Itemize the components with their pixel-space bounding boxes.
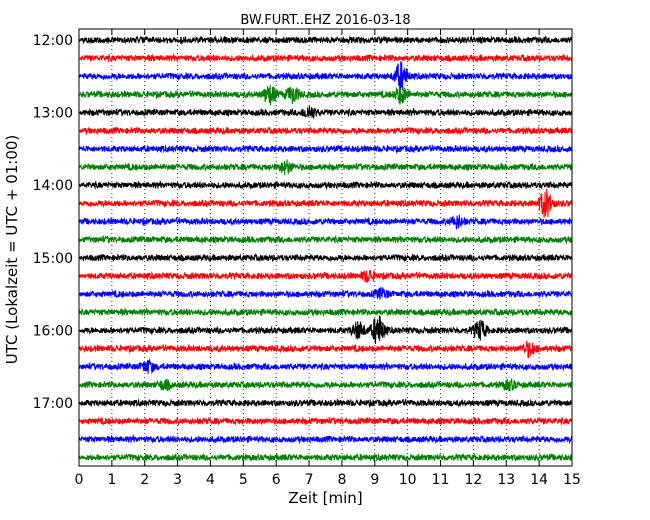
trace-1430 xyxy=(78,214,573,230)
trace-1330 xyxy=(78,144,573,154)
x-tick-label: 0 xyxy=(75,472,84,488)
x-tick-label: 2 xyxy=(140,472,149,488)
trace-1600 xyxy=(78,315,573,344)
y-tick-label: 12:00 xyxy=(33,33,73,49)
y-tick-label: 15:00 xyxy=(33,251,73,267)
trace-1515 xyxy=(78,269,573,283)
y-axis-ticks: 12:00 13:00 14:00 15:00 16:00 17:00 xyxy=(33,33,572,412)
trace-1645 xyxy=(78,378,573,392)
y-tick-label: 17:00 xyxy=(33,396,73,412)
trace-1345 xyxy=(78,159,573,176)
trace-1300 xyxy=(78,105,573,119)
y-tick-label: 16:00 xyxy=(33,323,73,339)
x-tick-label: 15 xyxy=(563,472,581,488)
trace-1200 xyxy=(78,34,573,46)
trace-1730 xyxy=(78,434,573,445)
x-tick-label: 14 xyxy=(530,472,548,488)
x-tick-label: 3 xyxy=(173,472,182,488)
trace-1215 xyxy=(78,52,573,64)
x-tick-label: 6 xyxy=(272,472,281,488)
x-tick-label: 7 xyxy=(305,472,314,488)
trace-1500 xyxy=(78,253,573,263)
y-axis-label: UTC (Lokalzeit = UTC + 01:00) xyxy=(3,135,21,365)
x-tick-label: 11 xyxy=(432,472,450,488)
trace-1715 xyxy=(78,416,573,426)
x-tick-label: 12 xyxy=(464,472,482,488)
trace-1415 xyxy=(78,188,573,218)
chart-title: BW.FURT..EHZ 2016-03-18 xyxy=(240,13,410,28)
x-tick-label: 8 xyxy=(337,472,346,488)
x-axis-label: Zeit [min] xyxy=(288,489,362,507)
trace-1245 xyxy=(78,84,573,106)
trace-1530 xyxy=(78,287,573,300)
seismic-traces xyxy=(78,34,573,463)
plot-frame xyxy=(78,28,573,467)
trace-1630 xyxy=(78,358,573,375)
x-tick-label: 1 xyxy=(107,472,116,488)
trace-1400 xyxy=(78,179,573,191)
grid-lines xyxy=(111,29,540,466)
y-tick-label: 13:00 xyxy=(33,106,73,122)
x-tick-label: 13 xyxy=(497,472,515,488)
x-tick-label: 4 xyxy=(206,472,215,488)
trace-1445 xyxy=(78,234,573,245)
x-tick-label: 5 xyxy=(239,472,248,488)
trace-1700 xyxy=(78,398,573,409)
trace-1315 xyxy=(78,126,573,136)
x-tick-label: 9 xyxy=(370,472,379,488)
trace-1230 xyxy=(78,61,573,91)
trace-1615 xyxy=(78,340,573,359)
x-tick-label: 10 xyxy=(399,472,417,488)
trace-1745 xyxy=(78,452,573,463)
x-axis-ticks: 0 1 2 3 4 5 6 7 8 9 10 11 12 13 14 15 xyxy=(75,29,581,488)
y-tick-label: 14:00 xyxy=(33,178,73,194)
trace-1545 xyxy=(78,306,573,318)
